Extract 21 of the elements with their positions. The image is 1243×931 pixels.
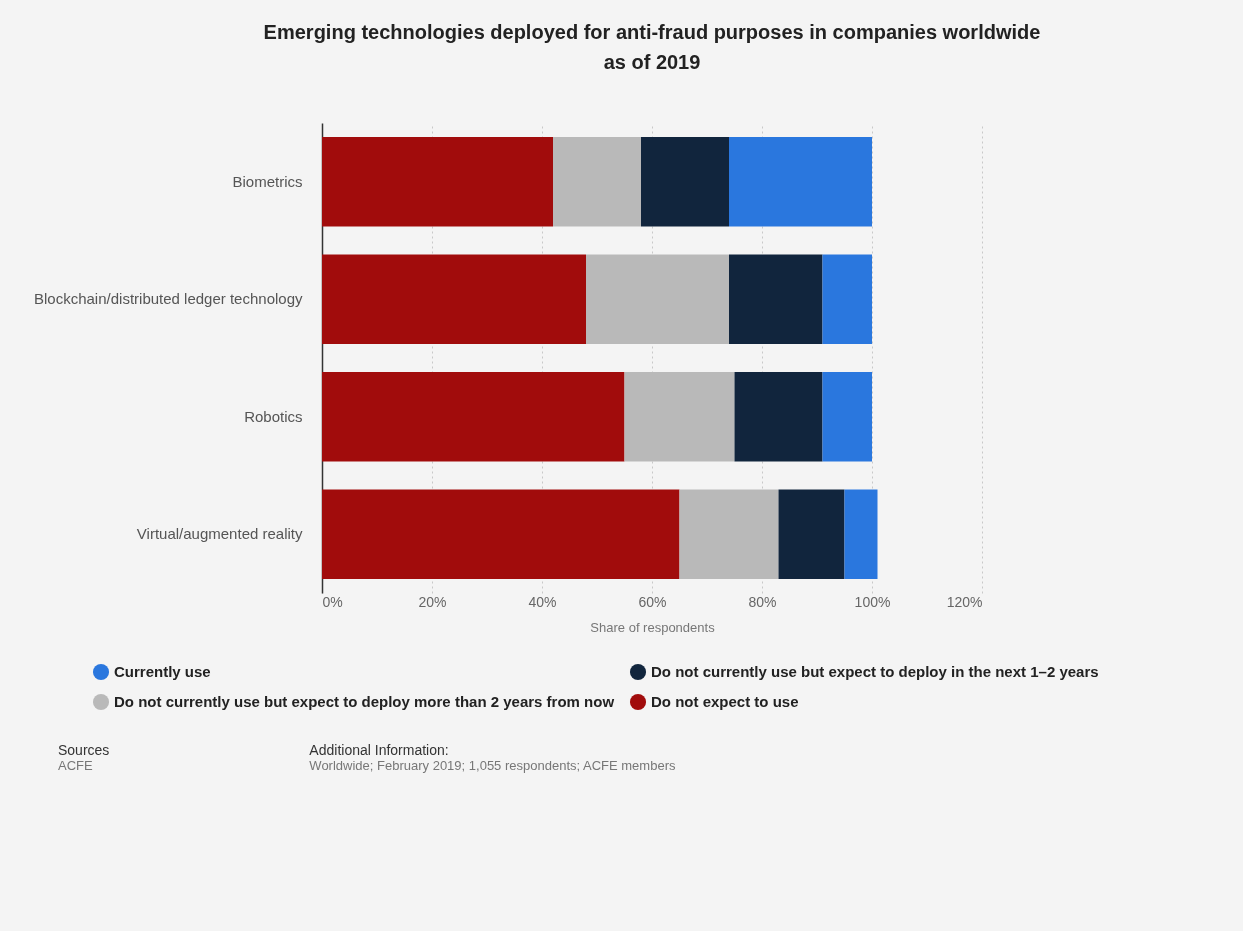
legend-label: Currently use xyxy=(114,663,211,680)
legend-label: Do not expect to use xyxy=(651,693,799,710)
y-tick-label: Virtual/augmented reality xyxy=(136,525,303,543)
y-tick-label: Robotics xyxy=(244,407,303,425)
text: ACFE xyxy=(58,758,94,773)
x-axis-title: Share of respondents xyxy=(590,619,716,635)
y-tick-label: Biometrics xyxy=(232,172,303,190)
x-tick-label: 0% xyxy=(322,593,343,610)
chart-title: Emerging technologies deployed for anti-fraud purposes in companies worldwide as of 2019 xyxy=(263,21,1041,73)
legend-label: Do not currently use but expect to deploy in the next 1–2 years xyxy=(651,663,1099,680)
x-tick-label: 100% xyxy=(854,593,891,610)
x-tick-label: 20% xyxy=(418,593,447,610)
x-tick-label: 60% xyxy=(638,593,667,610)
x-tick-label: 40% xyxy=(528,593,557,610)
x-tick-label: 120% xyxy=(946,593,983,610)
text: Sources xyxy=(58,742,110,758)
legend-label: Do not currently use but expect to deploy more than 2 years from now xyxy=(114,693,615,710)
text: Additional Information: xyxy=(309,742,450,758)
x-tick-label: 80% xyxy=(748,593,777,610)
text: Worldwide; February 2019; 1,055 respondents; ACFE members xyxy=(309,758,676,773)
y-tick-label: Blockchain/distributed ledger technology xyxy=(34,290,303,308)
